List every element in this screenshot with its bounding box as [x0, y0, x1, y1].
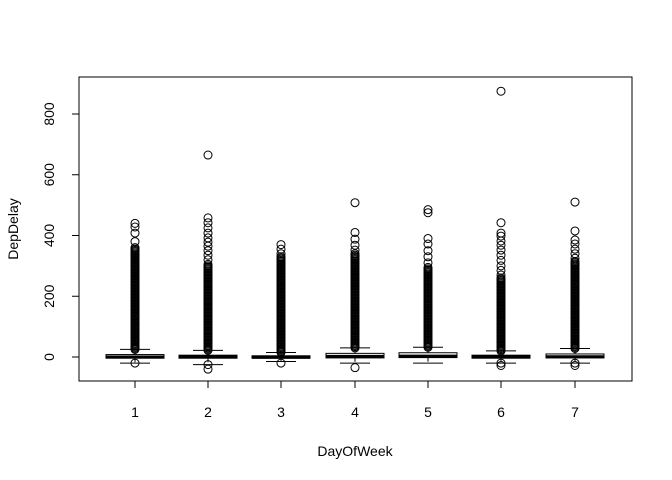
- y-tick-label: 200: [41, 284, 57, 308]
- outlier-point: [496, 86, 506, 96]
- outlier-point: [203, 259, 213, 269]
- box-group-day-4: [325, 198, 385, 373]
- outlier-point: [203, 364, 213, 374]
- x-tick-label: 3: [277, 404, 285, 420]
- y-axis: 0 200 400 600 800: [41, 102, 80, 361]
- outlier-point: [130, 218, 140, 228]
- outlier-point: [350, 363, 360, 373]
- outlier-point: [276, 249, 286, 259]
- outlier-point: [496, 218, 506, 228]
- y-axis-title: DepDelay: [5, 198, 21, 259]
- x-tick-label: 4: [351, 404, 359, 420]
- x-axis-title: DayOfWeek: [317, 443, 393, 459]
- y-tick-label: 600: [41, 163, 57, 187]
- outlier-point: [570, 244, 580, 254]
- outlier-point: [350, 240, 360, 250]
- outlier-point: [350, 198, 360, 208]
- outlier-point: [130, 243, 140, 253]
- outlier-point: [423, 239, 433, 249]
- outlier-point: [130, 222, 140, 232]
- box-group-day-1: [105, 218, 165, 368]
- outlier-point: [570, 253, 580, 263]
- outlier-point: [423, 234, 433, 244]
- outlier-point: [203, 223, 213, 233]
- x-tick-label: 5: [424, 404, 432, 420]
- outlier-point: [276, 240, 286, 250]
- box-group-day-7: [545, 197, 605, 371]
- outlier-point: [203, 150, 213, 160]
- outlier-point: [496, 240, 506, 250]
- x-tick-label: 6: [497, 404, 505, 420]
- outlier-point: [203, 228, 213, 238]
- outlier-point: [350, 245, 360, 255]
- outlier-point: [570, 226, 580, 236]
- outlier-point: [203, 233, 213, 243]
- outlier-point: [423, 246, 433, 256]
- outlier-point: [130, 237, 140, 247]
- outlier-point: [496, 255, 506, 265]
- x-axis: 1 2 3 4 5 6 7: [131, 380, 579, 420]
- outlier-point: [570, 249, 580, 259]
- x-tick-label: 2: [204, 404, 212, 420]
- outlier-point: [423, 205, 433, 215]
- box-group-day-6: [471, 86, 531, 371]
- outlier-point: [570, 197, 580, 207]
- outlier-point: [423, 208, 433, 218]
- outlier-point: [423, 258, 433, 268]
- outlier-point: [350, 234, 360, 244]
- outlier-point: [496, 250, 506, 260]
- outlier-point: [570, 235, 580, 245]
- outlier-point: [203, 213, 213, 223]
- outlier-point: [203, 246, 213, 256]
- x-tick-label: 1: [131, 404, 139, 420]
- x-tick-label: 7: [571, 404, 579, 420]
- outlier-point: [350, 249, 360, 259]
- box-group-day-3: [251, 240, 311, 368]
- outlier-point: [496, 245, 506, 255]
- y-tick-label: 400: [41, 224, 57, 248]
- outlier-point: [496, 261, 506, 271]
- outlier-point: [350, 227, 360, 237]
- outlier-point: [203, 237, 213, 247]
- outlier-point: [203, 250, 213, 260]
- outlier-point: [203, 218, 213, 228]
- box-series: [105, 86, 605, 374]
- outlier-point: [496, 270, 506, 280]
- outlier-point: [130, 228, 140, 238]
- outlier-point: [496, 228, 506, 238]
- box-group-day-2: [178, 150, 238, 374]
- outlier-point: [423, 262, 433, 272]
- y-tick-label: 800: [41, 102, 57, 126]
- outlier-point: [570, 239, 580, 249]
- outlier-point: [496, 231, 506, 241]
- box-group-day-5: [398, 205, 458, 364]
- outlier-point: [423, 252, 433, 262]
- outlier-point: [203, 255, 213, 265]
- outlier-point: [276, 244, 286, 254]
- y-tick-label: 0: [41, 353, 57, 361]
- outlier-point: [496, 265, 506, 275]
